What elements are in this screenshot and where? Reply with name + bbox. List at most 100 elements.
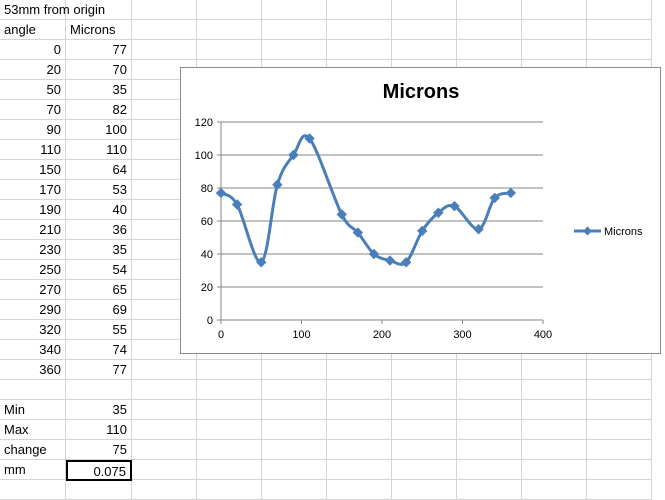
microns-cell[interactable]: 100	[105, 122, 127, 137]
grid-cell[interactable]	[0, 120, 66, 140]
grid-cell[interactable]	[327, 480, 392, 500]
microns-cell[interactable]: 82	[112, 102, 127, 117]
grid-cell[interactable]	[327, 0, 392, 20]
grid-cell[interactable]	[522, 360, 587, 380]
grid-cell[interactable]	[392, 460, 457, 480]
grid-cell[interactable]	[197, 420, 262, 440]
grid-cell[interactable]	[457, 20, 522, 40]
microns-cell[interactable]: 69	[112, 302, 127, 317]
microns-cell[interactable]: 36	[112, 222, 127, 237]
grid-cell[interactable]	[66, 0, 132, 20]
grid-cell[interactable]	[587, 420, 652, 440]
title-cell[interactable]: 53mm from origin	[4, 2, 106, 17]
grid-cell[interactable]	[522, 460, 587, 480]
angle-cell[interactable]: 170	[39, 182, 61, 197]
grid-cell[interactable]	[132, 380, 197, 400]
grid-cell[interactable]	[0, 160, 66, 180]
grid-cell[interactable]	[457, 480, 522, 500]
grid-cell[interactable]	[392, 40, 457, 60]
microns-cell[interactable]: 35	[112, 82, 127, 97]
angle-cell[interactable]: 320	[39, 322, 61, 337]
grid-cell[interactable]	[66, 380, 132, 400]
grid-cell[interactable]	[392, 360, 457, 380]
microns-cell[interactable]: 40	[112, 202, 127, 217]
angle-cell[interactable]: 270	[39, 282, 61, 297]
grid-cell[interactable]	[392, 420, 457, 440]
grid-cell[interactable]	[327, 380, 392, 400]
grid-cell[interactable]	[0, 220, 66, 240]
grid-cell[interactable]	[66, 440, 132, 460]
grid-cell[interactable]	[587, 20, 652, 40]
grid-cell[interactable]	[327, 40, 392, 60]
stat-value-cell[interactable]: 75	[112, 442, 127, 457]
microns-cell[interactable]: 64	[112, 162, 127, 177]
stat-label-cell[interactable]: change	[4, 442, 47, 457]
microns-cell[interactable]: 65	[112, 282, 127, 297]
grid-cell[interactable]	[327, 440, 392, 460]
grid-cell[interactable]	[66, 240, 132, 260]
grid-cell[interactable]	[522, 400, 587, 420]
grid-cell[interactable]	[66, 280, 132, 300]
grid-cell[interactable]	[262, 40, 327, 60]
grid-cell[interactable]	[66, 340, 132, 360]
grid-cell[interactable]	[0, 300, 66, 320]
angle-cell[interactable]: 230	[39, 242, 61, 257]
grid-cell[interactable]	[0, 180, 66, 200]
grid-cell[interactable]	[522, 480, 587, 500]
angle-cell[interactable]: 290	[39, 302, 61, 317]
grid-cell[interactable]	[392, 480, 457, 500]
grid-cell[interactable]	[66, 360, 132, 380]
grid-cell[interactable]	[66, 320, 132, 340]
angle-cell[interactable]: 70	[46, 102, 61, 117]
grid-cell[interactable]	[132, 0, 197, 20]
microns-cell[interactable]: 70	[112, 62, 127, 77]
grid-cell[interactable]	[66, 420, 132, 440]
grid-cell[interactable]	[0, 360, 66, 380]
stat-label-cell[interactable]: mm	[4, 462, 26, 477]
grid-cell[interactable]	[0, 280, 66, 300]
grid-cell[interactable]	[0, 40, 66, 60]
grid-cell[interactable]	[66, 200, 132, 220]
grid-cell[interactable]	[197, 20, 262, 40]
grid-cell[interactable]	[392, 440, 457, 460]
grid-cell[interactable]	[0, 420, 66, 440]
grid-cell[interactable]	[587, 40, 652, 60]
grid-cell[interactable]	[66, 300, 132, 320]
selected-cell[interactable]: 0.075	[66, 460, 132, 481]
grid-cell[interactable]	[587, 440, 652, 460]
microns-cell[interactable]: 53	[112, 182, 127, 197]
angle-cell[interactable]: 210	[39, 222, 61, 237]
grid-cell[interactable]	[197, 0, 262, 20]
grid-cell[interactable]	[0, 80, 66, 100]
angle-cell[interactable]: 340	[39, 342, 61, 357]
grid-cell[interactable]	[132, 420, 197, 440]
grid-cell[interactable]	[457, 360, 522, 380]
angle-cell[interactable]: 0	[53, 42, 61, 57]
grid-cell[interactable]	[0, 20, 66, 40]
grid-cell[interactable]	[457, 380, 522, 400]
grid-cell[interactable]	[66, 400, 132, 420]
grid-cell[interactable]	[587, 380, 652, 400]
grid-cell[interactable]	[197, 440, 262, 460]
grid-cell[interactable]	[197, 380, 262, 400]
grid-cell[interactable]	[0, 240, 66, 260]
stat-label-cell[interactable]: Min	[4, 402, 25, 417]
microns-cell[interactable]: 35	[112, 242, 127, 257]
grid-cell[interactable]	[262, 420, 327, 440]
grid-cell[interactable]	[66, 180, 132, 200]
grid-cell[interactable]	[262, 360, 327, 380]
grid-cell[interactable]	[457, 420, 522, 440]
microns-cell[interactable]: 54	[112, 262, 127, 277]
grid-cell[interactable]	[0, 320, 66, 340]
stat-label-cell[interactable]: Max	[4, 422, 29, 437]
grid-cell[interactable]	[457, 0, 522, 20]
grid-cell[interactable]	[392, 400, 457, 420]
grid-cell[interactable]	[0, 400, 66, 420]
grid-cell[interactable]	[66, 40, 132, 60]
grid-cell[interactable]	[262, 20, 327, 40]
grid-cell[interactable]	[0, 260, 66, 280]
grid-cell[interactable]	[132, 440, 197, 460]
microns-cell[interactable]: 74	[112, 342, 127, 357]
grid-cell[interactable]	[0, 440, 66, 460]
